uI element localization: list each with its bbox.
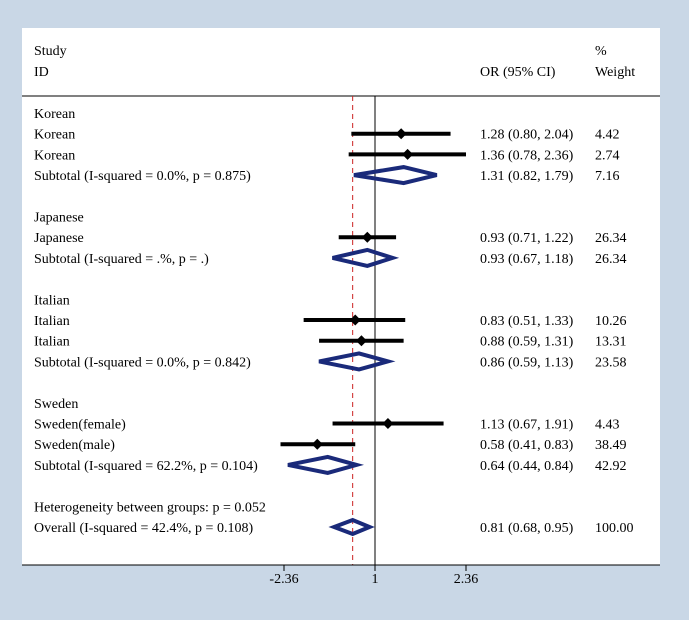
subtotal-ci-text: 0.86 (0.59, 1.13) <box>480 355 574 370</box>
study-ci-text: 0.88 (0.59, 1.31) <box>480 335 574 350</box>
study-weight: 10.26 <box>595 314 627 329</box>
study-ci-text: 0.58 (0.41, 0.83) <box>480 438 574 453</box>
header-study: Study <box>34 44 67 59</box>
study-weight: 38.49 <box>595 438 627 453</box>
header-or-ci: OR (95% CI) <box>480 65 556 80</box>
subtotal-label: Subtotal (I-squared = 0.0%, p = 0.842) <box>34 355 251 370</box>
header-percent: % <box>595 44 607 59</box>
subtotal-weight: 42.92 <box>595 459 627 474</box>
study-ci-text: 0.83 (0.51, 1.33) <box>480 314 574 329</box>
subtotal-weight: 23.58 <box>595 355 627 370</box>
study-label: Sweden(male) <box>34 438 115 453</box>
study-ci-text: 1.13 (0.67, 1.91) <box>480 418 574 433</box>
subtotal-diamond <box>287 454 364 475</box>
overall-label: Overall (I-squared = 42.4%, p = 0.108) <box>34 521 253 536</box>
study-ci-text: 1.36 (0.78, 2.36) <box>480 148 574 163</box>
subtotal-ci-text: 0.64 (0.44, 0.84) <box>480 459 574 474</box>
study-label: Italian <box>34 314 70 329</box>
group-label: Sweden <box>34 397 78 412</box>
forest-rows: Korean Korean 1.28 (0.80, 2.04) 4.42 Korean 1… <box>34 107 634 537</box>
plot-panel <box>22 28 660 565</box>
study-weight: 2.74 <box>595 148 620 163</box>
study-weight: 26.34 <box>595 231 627 246</box>
overall-ci-text: 0.81 (0.68, 0.95) <box>480 521 574 536</box>
subtotal-diamond <box>332 247 400 268</box>
study-label: Sweden(female) <box>34 418 126 433</box>
subtotal-ci-text: 0.93 (0.67, 1.18) <box>480 252 574 267</box>
subtotal-label: Subtotal (I-squared = .%, p = .) <box>34 252 209 267</box>
subtotal-diamond <box>318 351 396 372</box>
study-point <box>382 418 394 429</box>
group-label: Korean <box>34 107 75 122</box>
x-tick-label: 2.36 <box>454 572 479 587</box>
x-axis-ticks: -2.36 1 2.36 <box>269 565 478 587</box>
subtotal-label: Subtotal (I-squared = 0.0%, p = 0.875) <box>34 169 251 184</box>
study-ci-text: 0.93 (0.71, 1.22) <box>480 231 574 246</box>
study-weight: 4.42 <box>595 128 620 143</box>
subtotal-weight: 26.34 <box>595 252 627 267</box>
subtotal-diamond <box>353 165 438 186</box>
subtotal-ci-text: 1.31 (0.82, 1.79) <box>480 169 574 184</box>
overall-weight: 100.00 <box>595 521 634 536</box>
study-point <box>311 438 323 450</box>
study-label: Japanese <box>34 231 84 246</box>
study-weight: 13.31 <box>595 335 627 350</box>
study-weight: 4.43 <box>595 418 620 433</box>
overall-diamond <box>328 517 375 537</box>
x-tick-label: -2.36 <box>269 572 298 587</box>
study-label: Korean <box>34 128 75 143</box>
study-point <box>361 231 373 243</box>
study-ci-text: 1.28 (0.80, 2.04) <box>480 128 574 143</box>
header-weight: Weight <box>595 65 635 80</box>
study-label: Italian <box>34 335 70 350</box>
subtotal-weight: 7.16 <box>595 169 620 184</box>
study-point <box>349 314 361 326</box>
group-label: Italian <box>34 293 70 308</box>
study-point <box>395 128 407 140</box>
subtotal-label: Subtotal (I-squared = 62.2%, p = 0.104) <box>34 459 258 474</box>
header-id: ID <box>34 65 49 80</box>
study-point <box>355 335 367 347</box>
study-label: Korean <box>34 148 75 163</box>
group-label: Japanese <box>34 211 84 226</box>
x-tick-label: 1 <box>372 572 379 587</box>
heterogeneity-text: Heterogeneity between groups: p = 0.052 <box>34 500 266 515</box>
study-point <box>402 148 414 160</box>
